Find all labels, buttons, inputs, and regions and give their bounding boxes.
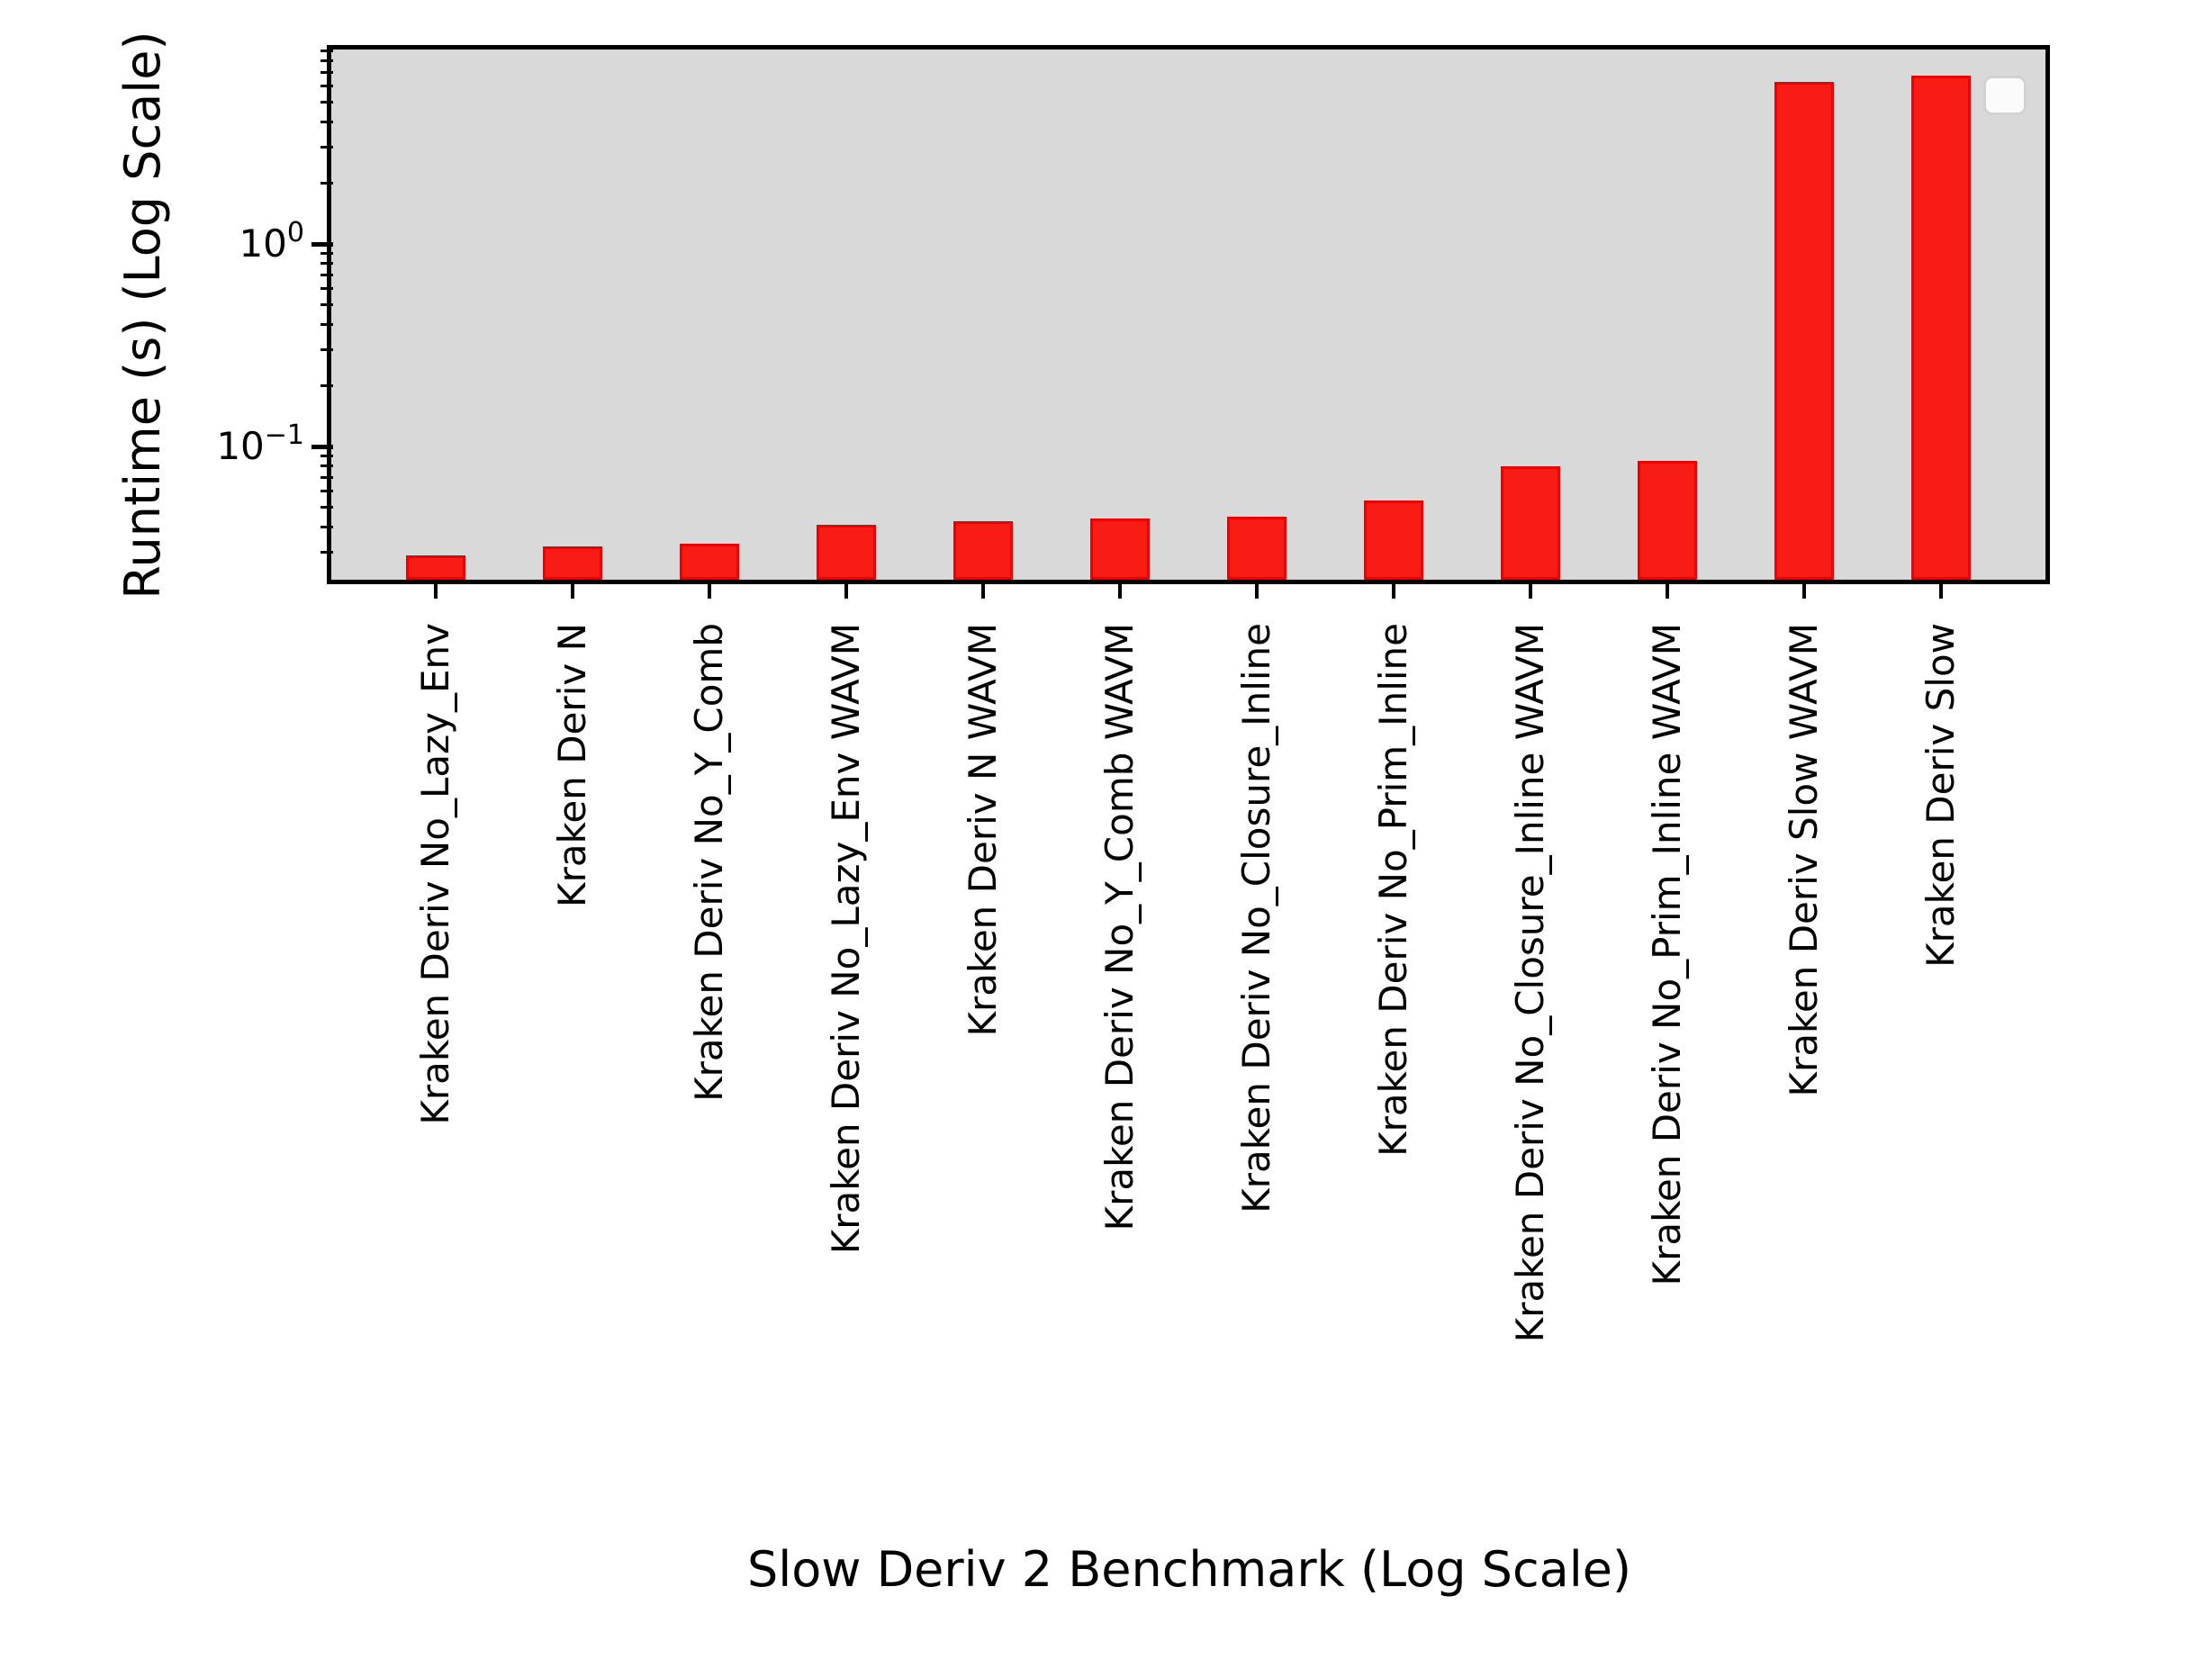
x-axis-tick [571,582,574,599]
y-axis-minor-tick [321,146,333,149]
y-tick-label: 10−1 [216,419,304,469]
y-axis-minor-tick [321,323,333,327]
x-axis-tick [1939,582,1943,599]
y-axis-minor-tick [321,287,333,291]
bar [1501,465,1560,580]
y-axis-minor-tick [321,551,333,555]
y-axis-minor-tick [321,506,333,509]
y-axis-minor-tick [321,59,333,63]
x-axis-tick [844,582,848,599]
x-axis-tick [1118,582,1122,599]
bar [543,546,602,580]
y-axis-minor-tick [321,262,333,266]
x-tick-label: Kraken Deriv No_Y_Comb [687,623,731,1102]
x-axis-tick [1529,582,1532,599]
y-axis-minor-tick [321,181,333,185]
x-tick-label: Kraken Deriv N WAVM [961,623,1005,1037]
y-tick-label: 100 [239,217,304,266]
x-axis-tick [1392,582,1395,599]
x-axis-tick [1255,582,1259,599]
x-axis-label: Slow Deriv 2 Benchmark (Log Scale) [746,1541,1632,1598]
x-axis-tick [1802,582,1806,599]
bar [1911,75,1971,580]
y-axis-minor-tick [321,274,333,277]
y-axis-minor-tick [321,71,333,75]
y-axis-minor-tick [321,49,333,52]
y-axis-minor-tick [321,251,333,255]
y-axis-minor-tick [321,101,333,104]
x-tick-label: Kraken Deriv No_Closure_Inline WAVM [1508,623,1552,1343]
x-tick-label: Kraken Deriv N [550,623,594,907]
x-axis-tick [434,582,438,599]
x-tick-label: Kraken Deriv No_Y_Comb WAVM [1097,623,1142,1231]
x-tick-label: Kraken Deriv No_Closure_Inline [1234,623,1278,1213]
bar [953,520,1013,580]
y-axis-minor-tick [321,121,333,124]
x-axis-tick [981,582,985,599]
x-tick-label: Kraken Deriv No_Lazy_Env [413,623,457,1125]
bar [817,525,876,580]
y-axis-minor-tick [321,454,333,457]
y-axis-minor-tick [321,383,333,387]
y-axis-minor-tick [321,303,333,307]
x-tick-label: Kraken Deriv No_Prim_Inline [1371,623,1415,1157]
x-tick-label: Kraken Deriv Slow [1919,623,1963,968]
x-tick-label: Kraken Deriv Slow WAVM [1782,623,1826,1097]
bar [406,555,465,580]
y-axis-minor-tick [321,348,333,352]
bar [1638,460,1697,580]
legend-box [1983,76,2027,115]
bar [1364,500,1423,580]
x-tick-label: Kraken Deriv No_Prim_Inline WAVM [1645,623,1689,1286]
y-axis-major-tick [311,444,333,449]
y-axis-major-tick [311,241,333,247]
bar [1774,82,1834,580]
bar [680,544,739,580]
y-axis-minor-tick [321,85,333,88]
plot-area [327,45,2050,584]
y-axis-minor-tick [321,464,333,468]
x-axis-tick [708,582,711,599]
y-axis-minor-tick [321,526,333,529]
y-axis-minor-tick [321,476,333,480]
bar [1090,518,1150,580]
x-tick-label: Kraken Deriv No_Lazy_Env WAVM [824,623,868,1255]
bar [1227,517,1287,580]
y-axis-minor-tick [321,490,333,493]
y-axis-label: Runtime (s) (Log Scale) [114,31,171,600]
x-axis-tick [1666,582,1669,599]
